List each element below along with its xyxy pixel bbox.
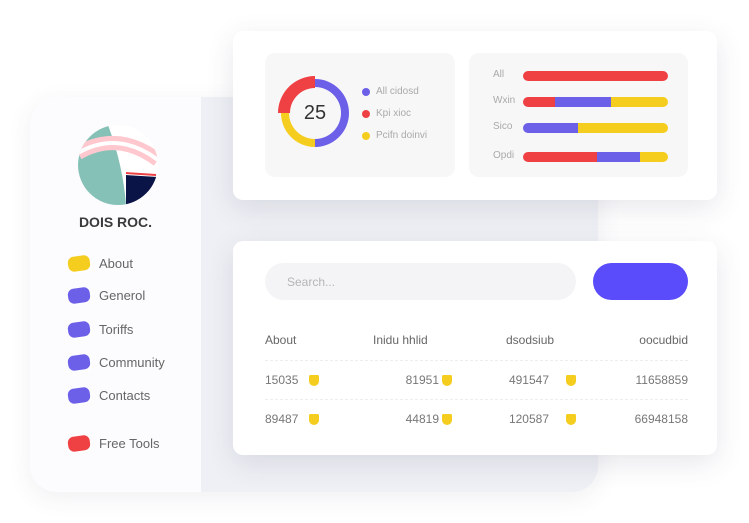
sidebar-item-label: Contacts <box>99 388 151 403</box>
donut-chart <box>278 76 349 147</box>
sidebar: DOIS ROC. About Generol Toriffs Community Co… <box>30 97 201 492</box>
bar-row <box>523 97 668 107</box>
column-header[interactable]: About <box>265 333 297 347</box>
nav-icon <box>67 353 91 372</box>
legend-dot-icon <box>362 131 370 140</box>
shield-icon <box>442 414 452 425</box>
search-input[interactable] <box>265 263 576 300</box>
shield-icon <box>566 414 576 425</box>
nav-icon <box>67 320 91 339</box>
shield-icon <box>309 414 319 425</box>
nav-icon <box>67 286 91 305</box>
bar-label: All <box>493 69 505 80</box>
bar-label: Opdi <box>493 150 515 161</box>
donut-panel: 25 All cidosd Kpi xioc Pcifn doinvi <box>265 53 455 177</box>
legend-item: Kpi xioc <box>362 108 411 119</box>
brand-logo <box>78 125 158 205</box>
sidebar-item-free-tools[interactable]: Free Tools <box>67 434 160 453</box>
table-cell: 81951 <box>405 373 439 387</box>
bar-segment <box>554 97 612 107</box>
bar-segment <box>640 152 668 162</box>
table-cell: 44819 <box>405 412 439 426</box>
sidebar-item-toriffs[interactable]: Toriffs <box>67 320 134 339</box>
legend-item: Pcifn doinvi <box>362 130 427 141</box>
table-cell: 66948158 <box>634 412 688 426</box>
bar-segment <box>611 97 668 107</box>
legend-dot-icon <box>362 109 370 118</box>
column-header[interactable]: dsodsiub <box>506 333 555 347</box>
bar-segment <box>523 97 555 107</box>
shield-icon <box>309 375 319 386</box>
legend-label: All cidosd <box>376 86 419 97</box>
bar-segment <box>523 152 597 162</box>
bar-label: Sico <box>493 121 513 132</box>
legend-label: Kpi xioc <box>376 108 412 119</box>
sidebar-item-label: Free Tools <box>99 436 160 451</box>
table-cell: 15035 <box>265 373 299 387</box>
shield-icon <box>442 375 452 386</box>
bar-segment <box>523 123 579 133</box>
donut-segment <box>278 76 315 113</box>
row-divider <box>265 360 688 361</box>
bar-segment <box>578 123 668 133</box>
sidebar-item-label: About <box>99 256 133 271</box>
bar-row <box>523 152 668 162</box>
column-header[interactable]: Inidu hhlid <box>373 333 428 347</box>
legend-label: Pcifn doinvi <box>376 130 428 141</box>
bar-segment <box>596 152 641 162</box>
bar-label: Wxin <box>493 95 516 106</box>
table-cell: 89487 <box>265 412 299 426</box>
donut-segment <box>281 113 315 147</box>
legend-item: All cidosd <box>362 86 419 97</box>
table-cell: 11658859 <box>635 373 689 387</box>
shield-icon <box>566 375 576 386</box>
donut-center-value: 25 <box>303 102 327 124</box>
bars-panel: All Wxin Sico Opdi <box>469 53 688 177</box>
bar-row <box>523 71 668 81</box>
bar-segment <box>523 71 668 81</box>
nav-icon <box>67 254 91 273</box>
donut-segment <box>315 79 349 147</box>
table-card: About Inidu hhlid dsodsiub oocudbid 15035 819… <box>233 241 717 455</box>
search-button[interactable] <box>593 263 688 300</box>
legend-dot-icon <box>362 87 370 96</box>
brand-name: DOIS ROC. <box>78 214 153 230</box>
stats-card: 25 All cidosd Kpi xioc Pcifn doinvi All Wxi… <box>233 31 717 200</box>
row-divider <box>265 399 688 400</box>
sidebar-item-community[interactable]: Community <box>67 353 165 372</box>
nav-icon <box>67 386 91 405</box>
table-cell: 491547 <box>508 373 549 387</box>
column-header[interactable]: oocudbid <box>639 333 688 347</box>
sidebar-item-label: Toriffs <box>99 322 134 337</box>
sidebar-item-about[interactable]: About <box>67 254 133 273</box>
nav-icon <box>67 434 91 453</box>
sidebar-item-contacts[interactable]: Contacts <box>67 386 151 405</box>
table-cell: 120587 <box>508 412 549 426</box>
bar-row <box>523 123 668 133</box>
sidebar-item-label: Community <box>99 355 165 370</box>
sidebar-item-generol[interactable]: Generol <box>67 286 146 305</box>
sidebar-item-label: Generol <box>99 288 146 303</box>
